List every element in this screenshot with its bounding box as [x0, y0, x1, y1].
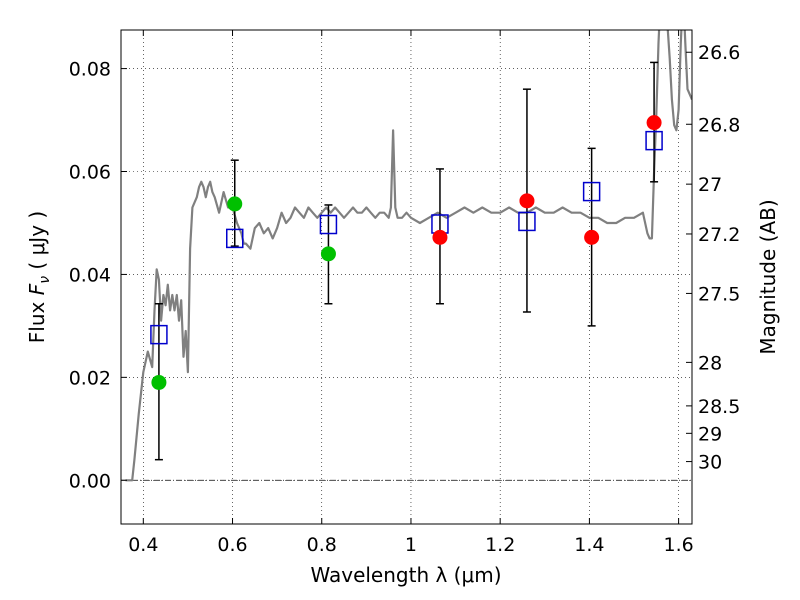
y-axis-label-unit: ( μJy ) — [25, 211, 49, 276]
x-tick-label: 1.6 — [664, 534, 694, 556]
model-point — [518, 211, 536, 232]
observed-points — [151, 115, 662, 390]
spectrum — [125, 30, 692, 482]
observed-point-red — [432, 229, 448, 245]
observed-point-red — [646, 115, 662, 131]
magnitude-tick-label: 30 — [698, 452, 722, 474]
y-axis-label-prefix: Flux — [25, 295, 49, 343]
observed-point-red — [584, 229, 600, 245]
x-tick-label: 0.4 — [128, 534, 158, 556]
x-axis-label: Wavelength λ (μm) — [310, 563, 501, 587]
y-axis-label: Flux Fν ( μJy ) — [25, 211, 53, 343]
x-tick-label: 1.2 — [485, 534, 515, 556]
magnitude-tick-label: 26.8 — [698, 114, 740, 136]
magnitude-tick-label: 28.5 — [698, 396, 740, 418]
plot-frame — [120, 29, 693, 525]
y-axis-label-symbol: F — [25, 283, 49, 295]
magnitude-tick-label: 29 — [698, 423, 722, 445]
x-tick-label: 1.4 — [574, 534, 604, 556]
magnitude-tick-label: 28 — [698, 352, 722, 374]
model-points — [150, 130, 663, 345]
y-tick-label: 0.06 — [69, 162, 111, 184]
spectrum-line — [125, 30, 692, 482]
model-point — [645, 130, 663, 151]
x-tick-label: 0.6 — [217, 534, 247, 556]
y-axis: 0.00 0.02 0.04 0.06 0.08 — [69, 59, 127, 492]
y-tick-label: 0.00 — [69, 470, 111, 492]
x-axis: 0.4 0.6 0.8 1 1.2 1.4 1.6 — [128, 30, 694, 556]
y-axis-label-subscript: ν — [37, 276, 53, 284]
observed-point-green — [320, 246, 336, 262]
y-tick-label: 0.08 — [69, 59, 111, 81]
plot-background — [121, 30, 692, 524]
model-point — [226, 228, 244, 249]
model-point — [582, 181, 601, 202]
observed-point-green — [227, 196, 243, 212]
observed-point-green — [151, 374, 167, 390]
magnitude-tick-label: 27.2 — [698, 224, 740, 246]
observed-point-red — [519, 193, 535, 209]
right-axis-label: Magnitude (AB) — [756, 199, 780, 354]
y-tick-label: 0.02 — [69, 367, 111, 389]
y-tick-label: 0.04 — [69, 264, 111, 286]
model-point — [150, 324, 168, 345]
magnitude-tick-label: 27.5 — [698, 283, 740, 305]
x-tick-label: 1 — [405, 534, 417, 556]
magnitude-tick-label: 27 — [698, 174, 722, 196]
model-point — [319, 214, 338, 235]
magnitude-tick-label: 26.6 — [698, 42, 740, 64]
magnitude-axis: 26.6 26.8 27 27.2 27.5 28 28.5 29 30 — [686, 42, 740, 474]
x-tick-label: 0.8 — [307, 534, 337, 556]
